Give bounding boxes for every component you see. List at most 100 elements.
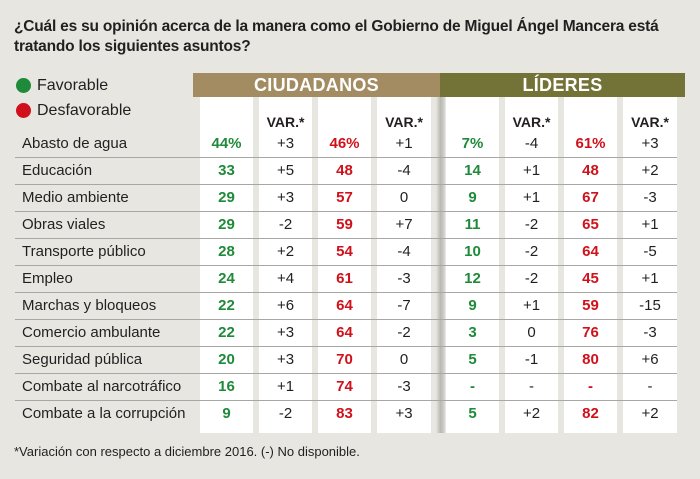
favorable-value: 12: [464, 270, 481, 287]
desfavorable-value: 64: [336, 324, 353, 341]
green-dot-icon: [16, 78, 31, 93]
variation-value: +2: [641, 162, 659, 179]
red-dot-icon: [16, 103, 31, 118]
desfavorable-value: 45: [582, 270, 599, 287]
variation-value: +3: [395, 405, 413, 422]
table-row: Obras viales 29 -2 59 +7 11 -2 65 +1: [0, 211, 700, 238]
desfavorable-value: 46%: [329, 135, 360, 152]
row-separator: [15, 373, 677, 374]
favorable-value: 9: [468, 297, 477, 314]
table-row: Transporte público 28 +2 54 -4 10 -2 64 -5: [0, 238, 700, 265]
variation-value: +1: [276, 378, 295, 395]
row-label: Abasto de agua: [22, 135, 128, 152]
row-separator: [15, 157, 677, 158]
row-separator: [15, 265, 677, 266]
variation-value: +2: [641, 405, 659, 422]
table-row: Medio ambiente 29 +3 57 0 9 +1 67 -3: [0, 184, 700, 211]
desfavorable-value: 70: [336, 351, 353, 368]
variation-value: +7: [395, 216, 413, 233]
variation-value: -5: [643, 243, 657, 260]
row-label: Combate al narcotráfico: [22, 378, 182, 395]
table-row: Abasto de agua 44% +3 46% +1 7% -4 61% +3: [0, 130, 700, 157]
row-label: Empleo: [22, 270, 73, 287]
row-separator: [15, 319, 677, 320]
variation-value: +3: [276, 324, 295, 341]
var-header: VAR.*: [385, 114, 423, 130]
variation-value: -3: [397, 270, 411, 287]
favorable-value: 20: [218, 351, 235, 368]
legend-item-favorable: Favorable: [16, 73, 131, 98]
legend-item-desfavorable: Desfavorable: [16, 98, 131, 123]
table-row: Seguridad pública 20 +3 70 0 5 -1 80 +6: [0, 346, 700, 373]
desfavorable-value: 48: [336, 162, 353, 179]
variation-value: +6: [276, 297, 295, 314]
variation-value: -3: [643, 189, 657, 206]
variation-value: 0: [399, 351, 409, 368]
favorable-value: 24: [218, 270, 235, 287]
desfavorable-value: 74: [336, 378, 353, 395]
survey-question-title: ¿Cuál es su opinión acerca de la manera …: [14, 18, 659, 55]
row-label: Combate a la corrupción: [22, 405, 186, 422]
favorable-value: 9: [468, 189, 477, 206]
group-header-ciudadanos: CIUDADANOS: [193, 73, 440, 97]
row-label: Marchas y bloqueos: [22, 297, 157, 314]
desfavorable-value: 76: [582, 324, 599, 341]
legend-label: Desfavorable: [37, 101, 132, 119]
table-row: Marchas y bloqueos 22 +6 64 -7 9 +1 59 -15: [0, 292, 700, 319]
variation-value: -2: [397, 324, 411, 341]
var-header: VAR.*: [512, 114, 551, 130]
group-header-lideres: LÍDERES: [440, 73, 685, 97]
variation-value: -4: [397, 162, 411, 179]
row-separator: [15, 292, 677, 293]
desfavorable-value: 48: [582, 162, 599, 179]
footnote: *Variación con respecto a diciembre 2016…: [14, 444, 360, 459]
var-header: VAR.*: [631, 114, 669, 130]
variation-value: +1: [522, 297, 541, 314]
variation-value: -4: [397, 243, 411, 260]
variation-value: -2: [524, 270, 539, 287]
favorable-value: 10: [464, 243, 481, 260]
table-row: Comercio ambulante 22 +3 64 -2 3 0 76 -3: [0, 319, 700, 346]
row-label: Transporte público: [22, 243, 146, 260]
desfavorable-value: 61%: [575, 135, 606, 152]
row-separator: [15, 346, 677, 347]
variation-value: +3: [641, 135, 659, 152]
variation-value: +1: [522, 162, 541, 179]
favorable-value: 7%: [461, 135, 484, 152]
favorable-value: 14: [464, 162, 481, 179]
desfavorable-value: 57: [336, 189, 353, 206]
desfavorable-value: 82: [582, 405, 599, 422]
row-separator: [15, 400, 677, 401]
variation-value: +3: [276, 189, 295, 206]
row-label: Comercio ambulante: [22, 324, 161, 341]
variation-value: -3: [397, 378, 411, 395]
favorable-value: 29: [218, 189, 235, 206]
table-row: Combate al narcotráfico 16 +1 74 -3 - - - -: [0, 373, 700, 400]
row-separator: [15, 211, 677, 212]
variation-value: 0: [527, 324, 536, 341]
variation-value: +1: [641, 216, 659, 233]
favorable-value: 29: [218, 216, 235, 233]
favorable-value: 28: [218, 243, 235, 260]
row-label: Educación: [22, 162, 93, 179]
row-label: Medio ambiente: [22, 189, 129, 206]
variation-value: +6: [641, 351, 659, 368]
variation-value: -7: [397, 297, 411, 314]
variation-value: -1: [524, 351, 539, 368]
variation-value: -2: [524, 243, 539, 260]
favorable-value: 44%: [211, 135, 242, 152]
variation-value: +1: [395, 135, 413, 152]
favorable-value: -: [470, 378, 475, 395]
variation-value: +2: [276, 243, 295, 260]
desfavorable-value: 54: [336, 243, 353, 260]
variation-value: +4: [276, 270, 295, 287]
favorable-value: 9: [222, 405, 231, 422]
variation-value: -: [529, 378, 534, 395]
variation-value: -2: [278, 216, 293, 233]
desfavorable-value: 59: [582, 297, 599, 314]
variation-value: -2: [278, 405, 293, 422]
variation-value: -2: [524, 216, 539, 233]
row-label: Obras viales: [22, 216, 106, 233]
legend-label: Favorable: [37, 76, 109, 94]
favorable-value: 16: [218, 378, 235, 395]
